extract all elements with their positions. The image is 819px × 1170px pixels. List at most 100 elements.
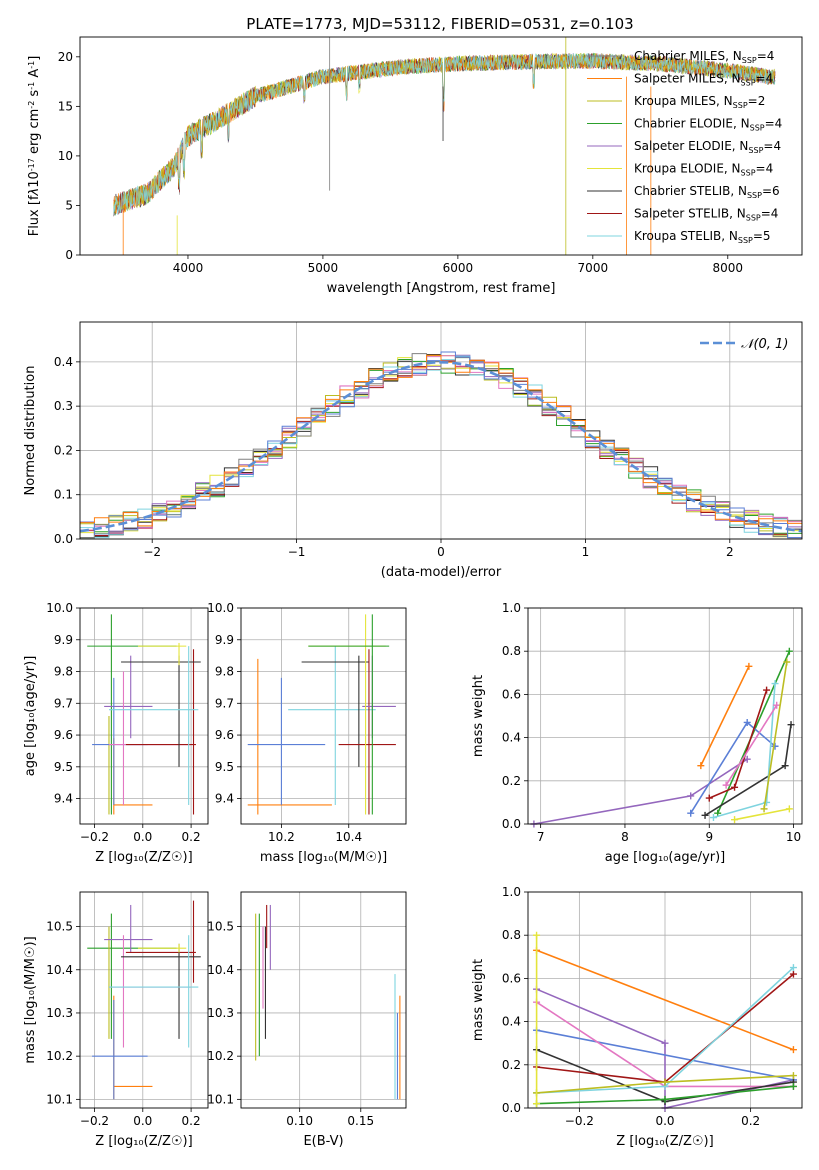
y-tick-label: 0.4	[502, 1015, 521, 1029]
x-tick-label: 6000	[443, 261, 474, 275]
weight-marker	[709, 814, 717, 822]
weight-marker	[781, 762, 789, 770]
y-axis-label: age [log₁₀(age/yr)]	[23, 656, 38, 777]
x-axis-label: E(B-V)	[303, 1134, 343, 1149]
weight-marker	[731, 816, 739, 824]
weight-marker	[743, 718, 751, 726]
weight_vs_Z-axes: −0.2 0.0 0.2 0.0 0.2 0.4 0.6 0.8 1.0 Z [log₁₀(Z/Z…	[471, 885, 802, 1149]
y-tick-label: 0.0	[502, 1101, 521, 1115]
axes-frame	[527, 607, 803, 825]
y-tick-label: 5	[65, 198, 73, 212]
x-tick-label: 5000	[308, 261, 339, 275]
x-tick-label: 1	[582, 545, 590, 559]
weight-line	[536, 988, 794, 1109]
axes-frame	[79, 36, 803, 256]
weight-marker	[773, 701, 781, 709]
legend-label: Salpeter STELIB, NSSP=4	[634, 207, 778, 223]
weight-marker	[661, 1078, 669, 1086]
y-tick-label: 15	[58, 99, 73, 113]
x-tick-label: 0.0	[133, 830, 152, 844]
y-tick-label: 10.4	[46, 963, 73, 977]
x-tick-label: 0.2	[182, 830, 201, 844]
spectrum-legend: Chabrier MILES, NSSP=4 Salpeter MILES, NS…	[587, 49, 782, 245]
legend-label: Kroupa ELODIE, NSSP=4	[634, 162, 773, 178]
axes-frame	[79, 321, 803, 540]
y-tick-label: 0.8	[502, 928, 521, 942]
x-tick-label: 10.2	[268, 830, 295, 844]
weight-marker	[722, 781, 730, 789]
y-tick-label: 10.0	[46, 601, 73, 615]
y-tick-label: 10.5	[207, 920, 234, 934]
spectrum-axes: 4000 5000 6000 7000 8000 0 5 10 15 20 wavelength […	[27, 50, 744, 296]
y-tick-label: 0	[65, 248, 73, 262]
y-tick-label: 9.9	[54, 633, 73, 647]
weight-marker	[789, 1082, 797, 1090]
x-tick-label: −2	[143, 545, 161, 559]
y-tick-label: 9.6	[54, 728, 73, 742]
x-tick-label: 0.10	[286, 1114, 313, 1128]
axes-frame	[79, 607, 209, 825]
x-axis-label: (data-model)/error	[381, 565, 502, 580]
y-tick-label: 9.4	[215, 792, 234, 806]
weight-line	[700, 665, 750, 767]
y-tick-label: 10.3	[46, 1006, 73, 1020]
y-tick-label: 0.8	[502, 644, 521, 658]
y-tick-label: 10.3	[207, 1006, 234, 1020]
x-tick-label: 0.15	[347, 1114, 374, 1128]
x-tick-label: 0.2	[182, 1114, 201, 1128]
y-axis-label: mass [log₁₀(M/M☉)]	[23, 936, 38, 1063]
weight-marker	[785, 805, 793, 813]
age_vs_Z-axes: −0.2 0.0 0.2 9.4 9.5 9.6 9.7 9.8 9.9 10.0 Z [log₁₀…	[23, 601, 208, 865]
weight-line	[536, 1029, 794, 1081]
x-axis-label: Z [log₁₀(Z/Z☉)]	[95, 850, 192, 865]
y-tick-label: 20	[58, 50, 73, 64]
weight-marker	[760, 805, 768, 813]
y-axis-label: mass weight	[471, 959, 486, 1041]
x-tick-label: 10	[786, 830, 801, 844]
legend-label: Chabrier ELODIE, NSSP=4	[634, 117, 782, 133]
x-axis-label: wavelength [Angstrom, rest frame]	[327, 281, 556, 296]
y-tick-label: 1.0	[502, 885, 521, 899]
axes-frame	[240, 607, 407, 825]
weight-marker	[705, 794, 713, 802]
y-tick-label: 9.7	[54, 696, 73, 710]
weight-line	[763, 661, 788, 810]
legend-label: Chabrier MILES, NSSP=4	[634, 49, 774, 65]
x-tick-label: 7000	[578, 261, 609, 275]
x-tick-label: −0.2	[80, 1114, 109, 1128]
x-tick-label: 2	[726, 545, 734, 559]
weight-marker	[771, 742, 779, 750]
weight-marker	[789, 964, 797, 972]
y-tick-label: 0.2	[502, 774, 521, 788]
y-tick-label: 10.4	[207, 963, 234, 977]
y-tick-label: 0.6	[502, 687, 521, 701]
weight-marker	[533, 931, 541, 939]
weight-marker	[763, 798, 771, 806]
y-tick-label: 0.0	[502, 817, 521, 831]
weight-marker	[783, 658, 791, 666]
x-tick-label: 0	[437, 545, 445, 559]
x-tick-label: 7	[537, 830, 545, 844]
legend-label: Salpeter ELODIE, NSSP=4	[634, 139, 781, 155]
weight-marker	[789, 1072, 797, 1080]
weight-marker	[687, 792, 695, 800]
legend-label: Salpeter MILES, NSSP=4	[634, 72, 773, 88]
figure-title: PLATE=1773, MJD=53112, FIBERID=0531, z=0…	[246, 15, 633, 33]
weight-marker	[687, 809, 695, 817]
weight-marker	[661, 1095, 669, 1103]
y-tick-label: 9.5	[215, 760, 234, 774]
axes-frame	[79, 891, 209, 1109]
x-tick-label: −0.2	[80, 830, 109, 844]
y-tick-label: 9.7	[215, 696, 234, 710]
y-tick-label: 0.2	[54, 443, 73, 457]
weight-marker	[763, 686, 771, 694]
y-tick-label: 9.9	[215, 633, 234, 647]
x-axis-label: age [log₁₀(age/yr)]	[605, 850, 726, 865]
weight-marker	[743, 755, 751, 763]
legend-label: Kroupa STELIB, NSSP=5	[634, 229, 771, 245]
y-tick-label: 0.3	[54, 399, 73, 413]
normal-curve	[79, 360, 803, 533]
y-axis-label: Flux [fλ10-17 erg cm-2 s-1 A-1]	[27, 56, 43, 237]
y-tick-label: 0.1	[54, 488, 73, 502]
